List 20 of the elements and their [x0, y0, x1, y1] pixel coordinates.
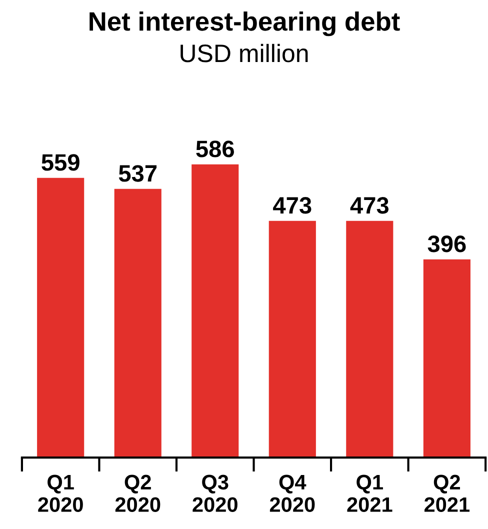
data-label: 473: [273, 197, 312, 214]
bar: [37, 178, 84, 458]
chart-title: Net interest-bearing debt: [90, 11, 400, 36]
x-tick-label: Q1 2020: [38, 474, 83, 512]
bar: [114, 188, 162, 458]
chart-subtitle: USD million: [180, 44, 308, 62]
data-label: 586: [196, 140, 234, 158]
data-label: 559: [42, 154, 80, 171]
x-tick-label: Q2 2020: [115, 474, 160, 512]
bar: [192, 164, 239, 458]
x-tick-label: Q1 2021: [347, 474, 392, 512]
bar: [346, 220, 394, 458]
data-label: 537: [118, 165, 157, 182]
data-label: 396: [428, 236, 466, 252]
x-tick-label: Q3 2020: [192, 474, 238, 512]
data-label: 473: [350, 197, 389, 214]
x-tick-label: Q4 2020: [270, 474, 315, 512]
x-tick-label: Q2 2021: [424, 474, 470, 512]
bar: [268, 220, 316, 458]
bar: [423, 259, 470, 458]
